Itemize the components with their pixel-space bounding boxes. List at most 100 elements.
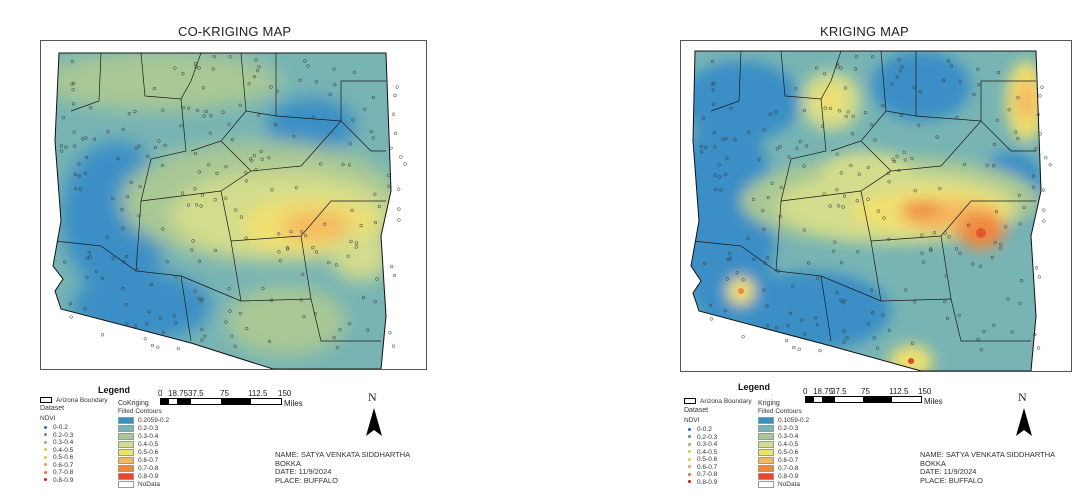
sample-point [332,335,336,340]
sample-point [193,61,198,66]
scale-tick-label: 150 [918,387,932,396]
sample-point [938,186,942,191]
sample-point [124,302,128,307]
surface-legend-subtitle: Filled Contours [118,408,162,415]
sample-point [816,276,820,280]
sample-point [708,303,713,307]
sample-point [165,259,169,264]
sample-point [979,348,984,352]
surface-class-label: 0.2059-0.2 [138,417,170,425]
sample-point [776,269,780,273]
sample-point [238,311,243,316]
sample-point [77,174,82,178]
sample-point [221,110,225,114]
ndvi-class-label: 0.6-0.7 [697,463,718,471]
sample-point [79,187,83,191]
sample-point [972,92,976,97]
sample-point [208,131,212,135]
sample-point [724,137,728,141]
surface-legend-title: Kriging [758,400,780,407]
sample-point [227,122,231,126]
sample-point [204,109,208,114]
sample-point [1016,136,1020,141]
color-swatch [118,417,134,424]
sample-point [891,157,895,162]
sample-point [881,313,885,317]
sample-point [798,140,802,144]
sample-point [912,85,916,89]
surface-class-label: 0.1059-0.2 [778,417,810,425]
sample-point [302,314,306,319]
sample-point [197,170,201,174]
sample-point [946,59,951,63]
sample-point [699,144,703,149]
sample-point [366,328,370,332]
sample-point [836,204,841,208]
sample-point [704,146,708,150]
sample-point [267,339,272,344]
ndvi-class-item: 0.7-0.8 [44,469,73,476]
scale-tick-label: 37.5 [188,389,204,398]
surface-class-item: 0.7-0.8 [118,465,158,472]
sample-point [244,170,248,175]
sample-point [373,220,378,225]
point-symbol-icon [688,480,691,484]
sample-point [375,277,379,281]
sample-point [338,328,342,332]
sample-point [945,316,950,321]
sample-point [835,152,839,156]
sample-point [111,256,115,260]
sample-point [121,286,125,291]
sample-point [898,69,903,73]
sample-point [970,262,975,266]
surface-class-item: 0.6-0.7 [758,457,798,464]
sample-point [349,239,353,244]
sample-point [1034,266,1039,270]
sample-point [998,246,1003,250]
sample-point [277,250,281,254]
sample-point [949,64,954,68]
sample-point [802,164,806,168]
sample-point [943,231,947,235]
point-symbol-icon [688,457,691,461]
ndvi-class-item: 0.7-0.8 [688,471,717,478]
sample-point [823,106,827,110]
contour-region [71,271,211,341]
sample-point [252,153,256,158]
sample-point [260,157,264,161]
scale-bar [160,398,282,405]
sample-point [778,145,782,149]
color-swatch [118,481,134,488]
sample-point [991,164,996,168]
sample-point [729,106,733,110]
ndvi-class-label: 0.2-0.3 [53,431,74,439]
point-symbol-icon [688,465,691,469]
sample-point [146,154,150,158]
surface-class-item: NoData [758,481,800,488]
scale-unit: Miles [284,399,303,408]
sample-point [348,142,352,146]
ndvi-class-item: 0.8-0.9 [44,477,73,484]
sample-point [319,162,323,166]
surface-class-label: 0.6-0.7 [778,457,799,465]
sample-point [70,59,74,64]
sample-point [943,299,947,304]
sample-point [786,324,790,328]
dataset-label: Dataset [684,407,709,414]
sample-point [728,256,733,260]
sample-point [77,162,81,166]
sample-point [121,127,125,131]
sample-point [254,168,258,172]
sample-point [928,247,933,251]
sample-point [193,151,198,156]
surface-class-label: 0.7-0.8 [778,465,799,473]
sample-point [299,298,303,302]
sample-point [203,334,207,338]
sample-point [137,144,141,148]
sample-point [866,197,870,201]
sample-point [1036,112,1040,117]
sample-point [765,304,769,308]
sample-point [701,116,706,120]
color-swatch [758,473,774,480]
sample-point [314,250,319,254]
